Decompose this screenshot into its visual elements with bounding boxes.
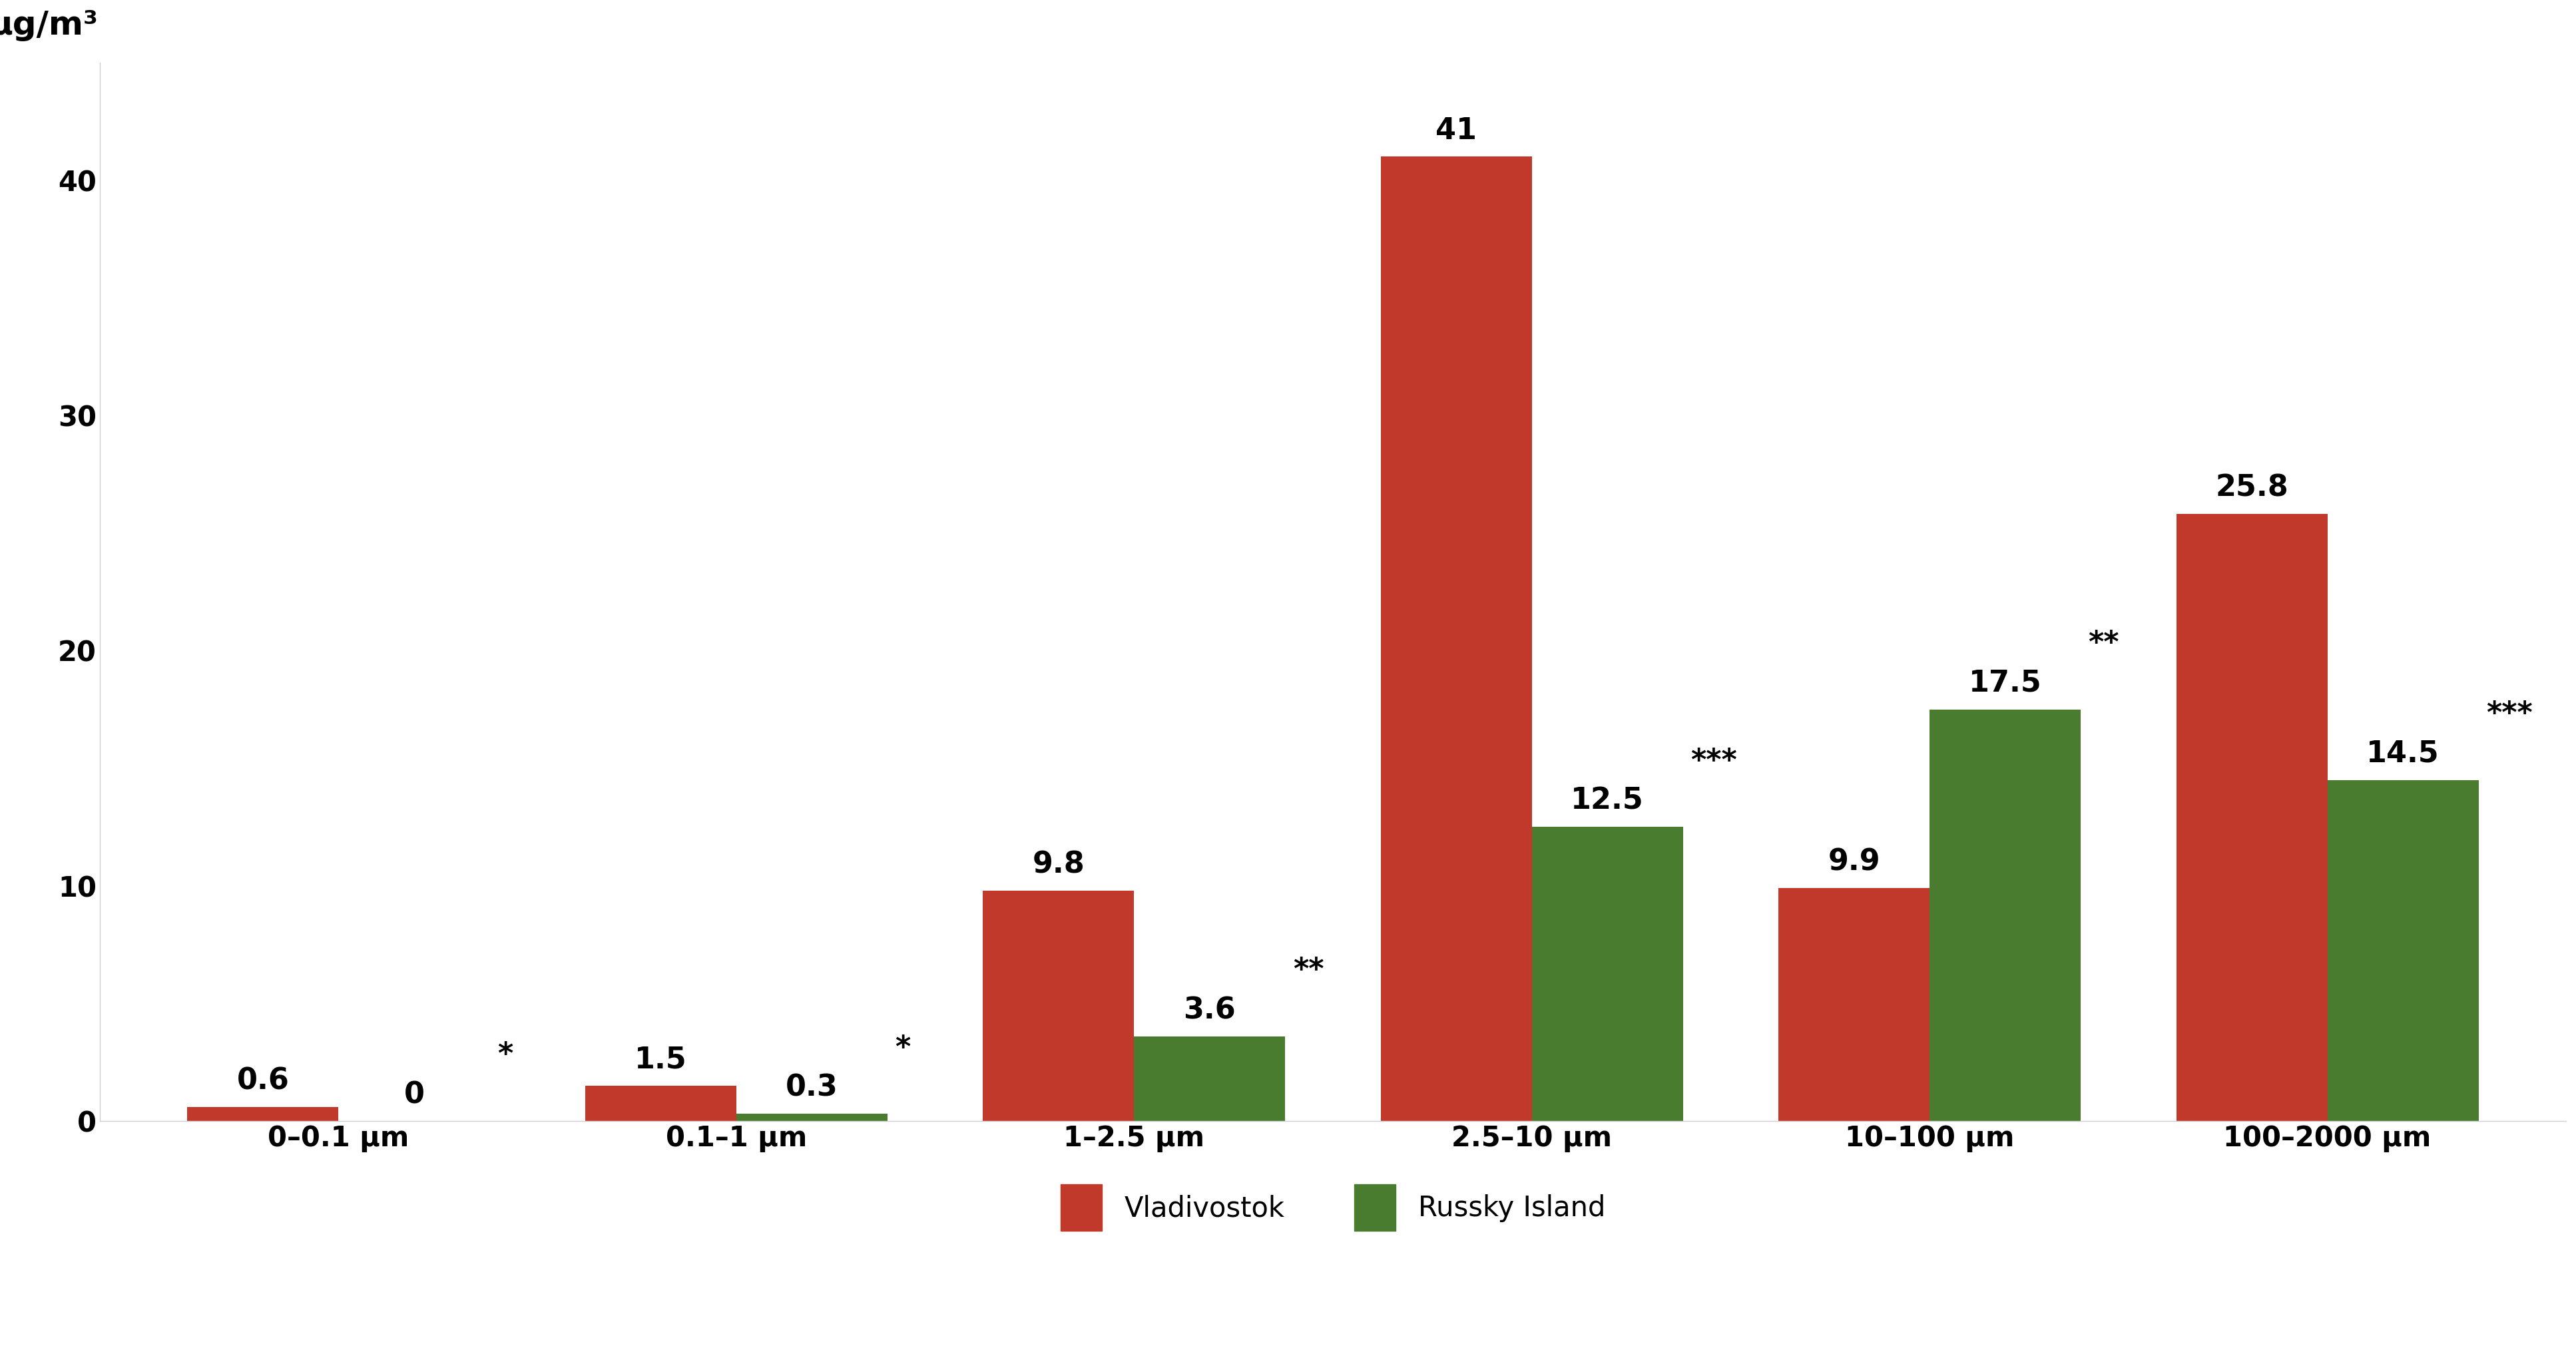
Text: 0.3: 0.3 — [786, 1074, 837, 1102]
Text: 14.5: 14.5 — [2367, 739, 2439, 769]
Text: 1.5: 1.5 — [634, 1046, 688, 1074]
Text: **: ** — [2089, 629, 2120, 658]
Bar — [984, 891, 1133, 1121]
Text: 0.6: 0.6 — [237, 1066, 289, 1096]
Text: 0: 0 — [404, 1081, 425, 1109]
Bar — [1777, 888, 1929, 1121]
Text: ***: *** — [1690, 747, 1736, 775]
Bar — [585, 1086, 737, 1121]
Bar — [1381, 156, 1533, 1121]
Text: 3.6: 3.6 — [1182, 996, 1236, 1024]
Text: 9.8: 9.8 — [1033, 851, 1084, 879]
Bar — [1133, 1036, 1285, 1121]
Legend: Vladivostok, Russky Island: Vladivostok, Russky Island — [1046, 1171, 1620, 1245]
Text: **: ** — [1293, 956, 1324, 984]
Text: 9.9: 9.9 — [1829, 848, 1880, 876]
Text: 41: 41 — [1435, 116, 1476, 145]
Text: 12.5: 12.5 — [1571, 786, 1643, 816]
Text: *: * — [894, 1034, 909, 1062]
Bar — [1929, 709, 2081, 1121]
Bar — [188, 1106, 337, 1121]
Text: 25.8: 25.8 — [2215, 474, 2287, 502]
Text: *: * — [497, 1040, 513, 1069]
Bar — [2326, 779, 2478, 1121]
Bar — [1533, 826, 1682, 1121]
Text: ***: *** — [2486, 700, 2532, 728]
Bar — [737, 1114, 886, 1121]
Bar — [2177, 514, 2326, 1121]
Text: μg/m³: μg/m³ — [0, 9, 98, 42]
Text: 17.5: 17.5 — [1968, 669, 2043, 697]
